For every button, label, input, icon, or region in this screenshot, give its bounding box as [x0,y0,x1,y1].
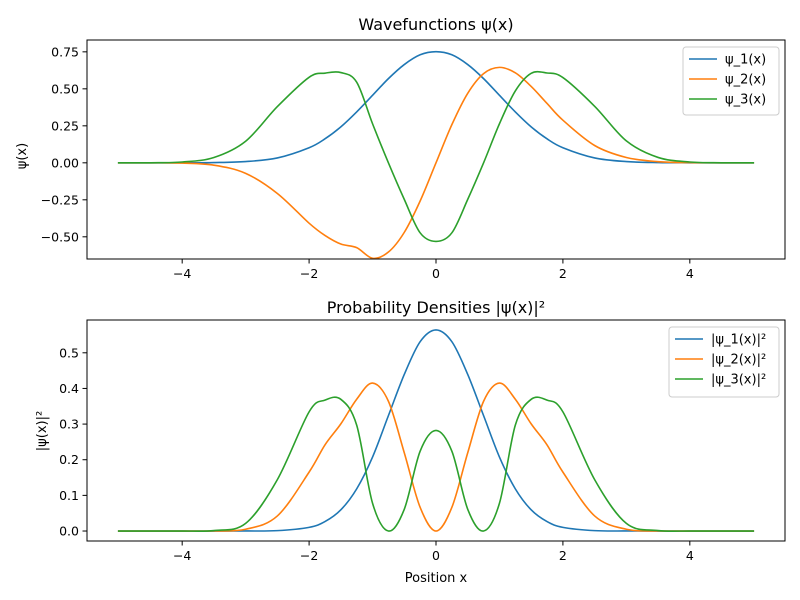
probability-density-chart-series-2-line [117,382,755,532]
wavefunction-chart-series-2-line [117,66,755,260]
wavefunction-chart-title: Wavefunctions ψ(x) [358,15,513,34]
probability-density-chart-y-tick-label: 0.4 [59,381,79,396]
wavefunction-chart-series-1-line [117,50,755,164]
wavefunction-chart-legend-label: ψ_3(x) [725,93,766,108]
wavefunction-chart-ticks: −4 −2 0 2 4 −0.50 −0.25 0.00 0.25 0.50 0.75 [41,44,694,281]
probability-density-chart-legend-label: |ψ_3(x)|² [711,373,766,388]
probability-density-chart-frame [86,319,786,542]
wavefunction-chart-x-tick-label: −2 [300,266,318,281]
wavefunction-chart-y-tick-label: 0.25 [51,118,79,133]
probability-density-chart-x-axis-label: Position x [405,571,468,586]
wavefunction-chart-frame [86,39,786,260]
probability-density-chart-x-tick-label: 2 [559,548,567,563]
probability-density-chart-x-tick-label: 4 [686,548,694,563]
wavefunction-chart-x-tick-label: 4 [686,266,694,281]
wavefunction-chart-y-tick-label: −0.25 [41,192,79,207]
probability-density-chart-ticks: −4 −2 0 2 4 0.0 0.1 0.2 0.3 0.4 0.5 [59,345,694,563]
wavefunction-chart-legend-box [682,46,780,116]
wavefunction-chart-x-tick-label: 0 [432,266,440,281]
wavefunction-chart-y-tick-label: 0.00 [51,155,79,170]
wavefunction-chart-series-3-line [117,70,755,243]
wavefunction-chart-legend: ψ_1(x) ψ_2(x) ψ_3(x) [682,46,780,116]
wavefunction-chart-y-tick-label: 0.75 [51,44,79,59]
probability-density-chart-y-tick-label: 0.0 [59,524,79,539]
probability-density-chart-y-tick-label: 0.5 [59,345,79,360]
probability-density-chart-x-tick-label: −4 [173,548,191,563]
wavefunction-chart-legend-label: ψ_1(x) [725,53,766,68]
wavefunction-chart-y-axis-label: ψ(x) [15,143,30,169]
probability-density-chart-series-1-line [117,329,755,532]
probability-density-chart-legend-label: |ψ_2(x)|² [711,353,766,368]
wavefunction-chart-legend-label: ψ_2(x) [725,73,766,88]
probability-density-chart-x-tick-label: 0 [432,548,440,563]
probability-density-chart-y-tick-label: 0.1 [59,488,79,503]
wavefunction-chart-y-tick-label: 0.50 [51,81,79,96]
probability-density-chart-y-axis-label: |ψ(x)|² [35,411,50,451]
probability-density-chart-lines [117,329,755,533]
probability-density-chart-title: Probability Densities |ψ(x)|² [327,298,545,317]
wavefunction-chart-lines [117,50,755,260]
wavefunction-chart: Wavefunctions ψ(x) ψ(x) −4 −2 0 2 4 −0.50 −0.2… [15,15,786,281]
wavefunction-chart-x-tick-label: 2 [559,266,567,281]
probability-density-chart-legend-label: |ψ_1(x)|² [711,333,766,348]
probability-density-chart-x-tick-label: −2 [300,548,318,563]
probability-density-chart-legend: |ψ_1(x)|² |ψ_2(x)|² |ψ_3(x)|² [668,326,780,398]
probability-density-chart-series-3-line [117,396,755,533]
wavefunction-chart-y-tick-label: −0.50 [41,229,79,244]
probability-density-chart: Probability Densities |ψ(x)|² Position x… [35,298,786,586]
probability-density-chart-y-tick-label: 0.2 [59,452,79,467]
wavefunction-chart-x-tick-label: −4 [173,266,191,281]
probability-density-chart-y-tick-label: 0.3 [59,417,79,432]
